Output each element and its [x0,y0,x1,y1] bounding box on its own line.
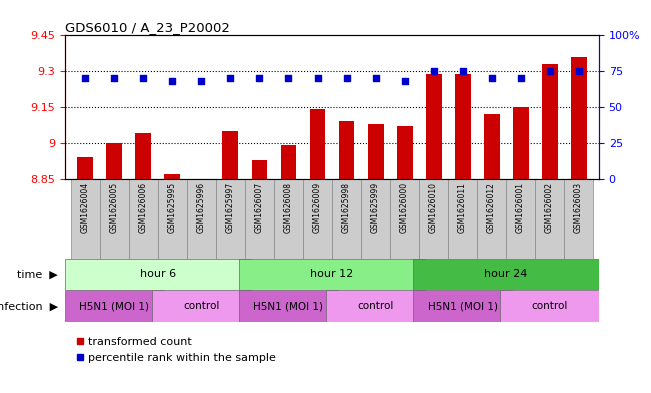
Text: control: control [531,301,568,311]
Bar [512,107,529,179]
Text: time  ▶: time ▶ [18,270,58,279]
Bar [361,179,390,259]
Bar [326,290,425,322]
Bar [152,290,251,322]
Bar [390,179,419,259]
Bar [281,145,296,179]
Bar [216,179,245,259]
Bar [506,179,535,259]
Point [486,75,497,82]
Point [516,75,526,82]
Point [225,75,236,82]
Bar [71,179,100,259]
Text: GSM1626008: GSM1626008 [284,182,293,233]
Text: GSM1626006: GSM1626006 [139,182,148,233]
Bar [571,57,587,179]
Bar [484,114,499,179]
Bar [564,179,593,259]
Bar [535,179,564,259]
Text: GSM1626000: GSM1626000 [400,182,409,233]
Point [544,68,555,74]
Bar [239,259,425,290]
Bar [251,160,268,179]
Text: GSM1626001: GSM1626001 [516,182,525,233]
Bar [413,290,512,322]
Text: H5N1 (MOI 1): H5N1 (MOI 1) [79,301,150,311]
Bar [454,73,471,179]
Point [428,68,439,74]
Bar [77,157,93,179]
Bar [419,179,448,259]
Text: GSM1625997: GSM1625997 [226,182,235,233]
Bar [396,126,413,179]
Point [283,75,294,82]
Text: GSM1625998: GSM1625998 [342,182,351,233]
Point [458,68,468,74]
Point [109,75,120,82]
Text: GSM1625996: GSM1625996 [197,182,206,233]
Text: H5N1 (MOI 1): H5N1 (MOI 1) [428,301,497,311]
Bar [477,179,506,259]
Point [370,75,381,82]
Text: hour 12: hour 12 [311,270,353,279]
Text: GSM1626012: GSM1626012 [487,182,496,233]
Text: H5N1 (MOI 1): H5N1 (MOI 1) [253,301,324,311]
Bar [332,179,361,259]
Point [399,78,409,84]
Bar [187,179,216,259]
Bar [426,73,441,179]
Bar [223,131,238,179]
Bar [303,179,332,259]
Bar [274,179,303,259]
Bar [165,174,180,179]
Bar [107,143,122,179]
Text: GSM1626007: GSM1626007 [255,182,264,233]
Point [167,78,178,84]
Bar [448,179,477,259]
Legend: transformed count, percentile rank within the sample: transformed count, percentile rank withi… [71,332,281,367]
Point [574,68,584,74]
Text: hour 6: hour 6 [140,270,176,279]
Bar [245,179,274,259]
Bar [65,259,251,290]
Bar [158,179,187,259]
Bar [309,110,326,179]
Bar [500,290,599,322]
Point [138,75,148,82]
Text: GSM1626004: GSM1626004 [81,182,90,233]
Bar [135,133,152,179]
Bar [100,179,129,259]
Bar [65,290,164,322]
Text: GSM1625999: GSM1625999 [371,182,380,233]
Text: GSM1626005: GSM1626005 [110,182,119,233]
Bar [129,179,158,259]
Bar [368,124,383,179]
Text: GSM1625995: GSM1625995 [168,182,177,233]
Text: GSM1626003: GSM1626003 [574,182,583,233]
Point [80,75,90,82]
Text: control: control [184,301,219,311]
Point [312,75,323,82]
Text: GSM1626010: GSM1626010 [429,182,438,233]
Text: hour 24: hour 24 [484,270,528,279]
Text: GDS6010 / A_23_P20002: GDS6010 / A_23_P20002 [65,21,230,34]
Text: infection  ▶: infection ▶ [0,301,58,311]
Text: control: control [357,301,394,311]
Point [196,78,206,84]
Point [255,75,265,82]
Bar [542,64,557,179]
Point [341,75,352,82]
Text: GSM1626011: GSM1626011 [458,182,467,233]
Text: GSM1626002: GSM1626002 [545,182,554,233]
Text: GSM1626009: GSM1626009 [313,182,322,233]
Bar [413,259,599,290]
Bar [339,121,355,179]
Bar [239,290,338,322]
